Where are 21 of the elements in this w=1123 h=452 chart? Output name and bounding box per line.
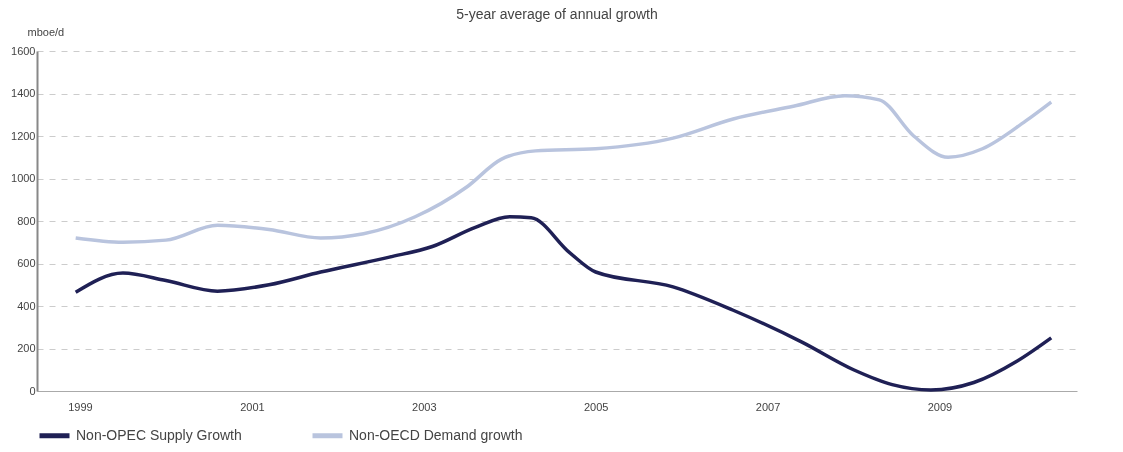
y-tick-label: 1200 <box>11 129 36 142</box>
x-tick-label: 2003 <box>412 400 437 413</box>
x-tick-label: 1999 <box>68 400 93 413</box>
x-tick-label: 2009 <box>927 400 953 413</box>
y-tick-label: 0 <box>29 384 36 397</box>
legend-label: Non-OPEC Supply Growth <box>76 426 242 443</box>
x-tick-label: 2005 <box>583 400 609 413</box>
legend-label: Non-OECD Demand growth <box>349 426 523 443</box>
y-tick-label: 1400 <box>11 87 36 99</box>
y-tick-label: 1600 <box>11 44 36 57</box>
y-tick-label: 200 <box>17 342 36 354</box>
x-tick-label: 2001 <box>240 400 265 413</box>
line-series <box>73 215 1053 392</box>
x-tick-label: 2007 <box>755 400 781 413</box>
chart-title: 5-year average of annual growth <box>456 6 658 22</box>
y-axis-title: mboe/d <box>27 25 65 38</box>
y-tick-label: 800 <box>17 214 36 227</box>
y-tick-label: 400 <box>17 299 36 312</box>
line-series <box>73 93 1053 244</box>
y-tick-label: 600 <box>17 257 36 269</box>
y-tick-label: 1000 <box>11 172 36 184</box>
